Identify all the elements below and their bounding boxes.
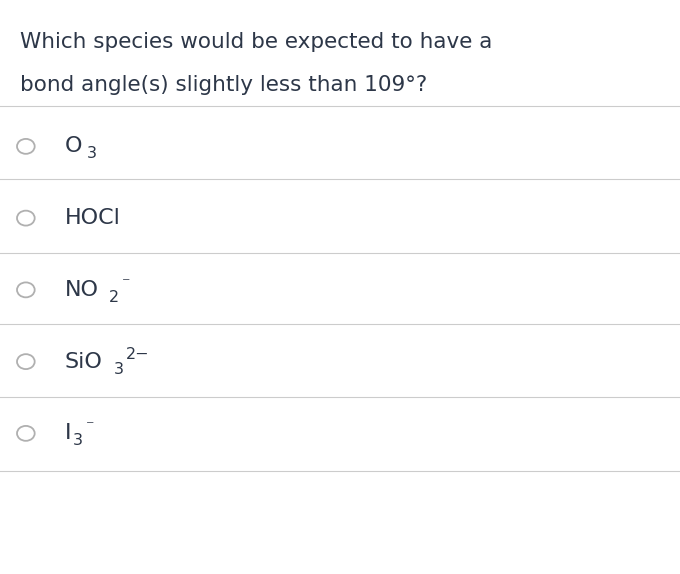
Text: ⁻: ⁻ xyxy=(122,275,130,290)
Text: Which species would be expected to have a: Which species would be expected to have … xyxy=(20,32,493,52)
Text: 3: 3 xyxy=(87,146,97,161)
Text: O: O xyxy=(65,137,82,156)
Text: NO: NO xyxy=(65,280,99,300)
Text: 3: 3 xyxy=(114,362,124,377)
Text: 2−: 2− xyxy=(126,347,150,362)
Text: 3: 3 xyxy=(73,433,83,448)
Text: HOCl: HOCl xyxy=(65,208,120,228)
Text: bond angle(s) slightly less than 109°?: bond angle(s) slightly less than 109°? xyxy=(20,75,428,95)
Text: I: I xyxy=(65,424,71,443)
Text: ⁻: ⁻ xyxy=(86,418,95,433)
Text: SiO: SiO xyxy=(65,352,103,371)
Text: 2: 2 xyxy=(109,290,118,305)
